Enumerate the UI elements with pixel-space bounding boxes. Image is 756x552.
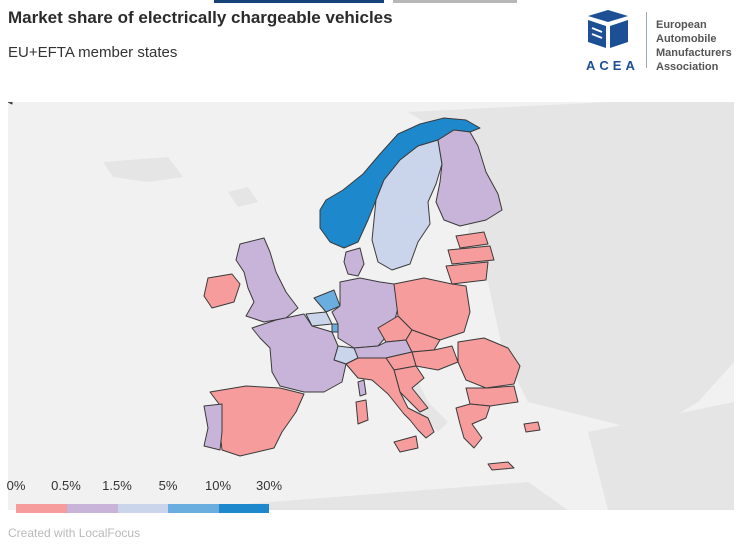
map-area — [8, 102, 734, 510]
country-france-corsica — [357, 379, 367, 397]
country-spain — [209, 385, 305, 457]
acea-name-line: Manufacturers — [656, 47, 732, 59]
legend-label: 0% — [6, 478, 26, 493]
acea-logo-mark — [588, 10, 628, 48]
acea-name-line: Automobile — [656, 33, 717, 45]
map-title: Market share of electrically chargeable … — [8, 8, 393, 27]
country-latvia — [447, 245, 495, 265]
country-greece-crete — [487, 461, 515, 471]
country-italy-sicily — [393, 435, 419, 453]
country-iceland — [8, 102, 13, 105]
country-finland — [435, 129, 503, 227]
country-estonia — [455, 231, 489, 249]
europe-map — [8, 102, 734, 510]
country-lithuania — [445, 261, 489, 285]
acea-name: European Automobile Manufacturers Associ… — [656, 18, 732, 74]
map-subtitle: EU+EFTA member states — [8, 44, 178, 61]
country-france — [251, 313, 347, 393]
country-denmark — [343, 247, 365, 277]
country-ireland — [203, 273, 241, 309]
map-legend: 0% 0.5% 1.5% 5% 10% 30% — [6, 478, 308, 518]
legend-label: 1.5% — [102, 478, 132, 493]
legend-label: 5% — [158, 478, 178, 493]
acea-name-line: European — [656, 19, 707, 31]
country-italy — [345, 357, 435, 439]
country-italy-sardinia — [355, 399, 369, 425]
country-cyprus — [523, 421, 541, 433]
country-shapes — [8, 102, 541, 471]
country-portugal — [203, 403, 223, 451]
acea-wordmark: ACEA — [586, 58, 639, 73]
legend-swatch — [219, 504, 269, 513]
acea-name-line: Association — [656, 61, 719, 73]
acea-logo: ACEA European Automobile Manufacturers A… — [584, 8, 744, 74]
top-accent-bar — [214, 0, 384, 3]
credit-link[interactable]: Created with LocalFocus — [8, 526, 141, 540]
legend-label: 0.5% — [51, 478, 81, 493]
country-bulgaria — [465, 385, 519, 407]
country-romania — [457, 337, 521, 389]
legend-label: 10% — [204, 478, 232, 493]
logo-divider — [646, 12, 647, 68]
legend-label: 30% — [255, 478, 283, 493]
legend-swatch — [67, 504, 118, 513]
top-accent-bar-secondary — [393, 0, 517, 3]
legend-swatch — [16, 504, 67, 513]
legend-swatch — [118, 504, 168, 513]
country-luxembourg — [331, 323, 339, 333]
country-croatia — [393, 365, 429, 413]
country-united-kingdom — [235, 237, 299, 323]
country-greece — [455, 403, 491, 449]
legend-swatch — [168, 504, 219, 513]
